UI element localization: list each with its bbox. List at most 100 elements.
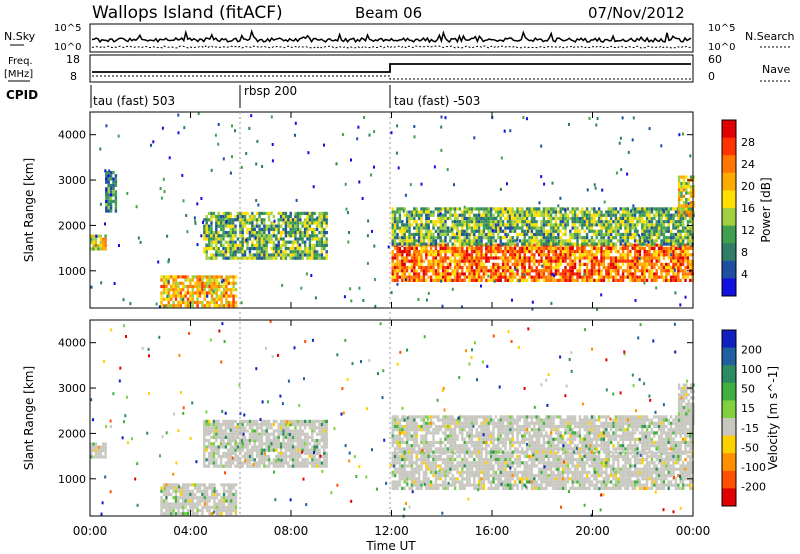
velBar-swatch — [722, 400, 736, 419]
x-tick-label: 00:00 — [73, 524, 108, 538]
noise-right-label: N.Search — [745, 30, 795, 43]
powerBar-swatch — [722, 243, 736, 262]
velBar-swatch — [722, 347, 736, 366]
power-region-5 — [391, 207, 694, 246]
power-ytick-label: 2000 — [58, 219, 86, 232]
power-y-ticks: 4000 3000 2000 1000 — [58, 129, 693, 278]
powerBar-swatch — [722, 137, 736, 156]
vel-ytick-label: 4000 — [58, 337, 86, 350]
noise-right-tick-bottom: 10^0 — [708, 42, 735, 53]
powerBar-label: 28 — [741, 136, 755, 149]
cpid-label: CPID — [6, 88, 38, 102]
vel-region-3 — [391, 451, 694, 490]
freq-tick-bottom: 8 — [70, 70, 77, 83]
vel-region-4 — [391, 415, 694, 454]
power-ylabel: Slant Range [km] — [22, 158, 36, 262]
vel-scatter — [90, 320, 689, 518]
power-region-1 — [105, 171, 118, 213]
powerBar-swatch — [722, 278, 736, 297]
nave-tick-bottom: 0 — [708, 70, 715, 83]
velBar-swatch — [722, 330, 736, 349]
power-scatter — [90, 112, 695, 311]
noise-right-tick-top: 10^5 — [708, 23, 735, 34]
velBar-label: 100 — [741, 363, 762, 376]
velBar-label: 50 — [741, 383, 755, 396]
velocity-ylabel: Slant Range [km] — [22, 366, 36, 470]
power-region-2 — [160, 275, 238, 308]
x-tick-label: 16:00 — [475, 524, 510, 538]
noise-left-label: N.Sky — [4, 30, 36, 43]
powerBar-swatch — [722, 155, 736, 174]
power-region-3 — [203, 211, 328, 260]
noise-left-tick-bottom: 10^0 — [54, 42, 81, 53]
velBar-swatch — [722, 453, 736, 472]
velocity-y-ticks: 4000 3000 2000 1000 — [58, 337, 693, 486]
powerBar-label: 20 — [741, 180, 755, 193]
velBar-swatch — [722, 488, 736, 507]
x-axis-title: Time UT — [365, 539, 416, 553]
velBar-label: -15 — [741, 422, 759, 435]
power-ytick-label: 1000 — [58, 265, 86, 278]
power-region-0 — [90, 234, 107, 251]
cpid-segment-2: rbsp 200 — [244, 84, 297, 98]
nave-tick-top: 60 — [708, 53, 722, 66]
velBar-swatch — [722, 435, 736, 454]
noise-sky-trace — [91, 29, 692, 44]
freq-label-line2: [MHz] — [4, 69, 33, 80]
nave-trace — [92, 75, 691, 80]
power-region-6 — [677, 175, 695, 218]
x-tick-label: 04:00 — [173, 524, 208, 538]
vel-region-1 — [160, 483, 238, 516]
power-ytick-label: 3000 — [58, 174, 86, 187]
velBar-swatch — [722, 418, 736, 437]
velBar-swatch — [722, 365, 736, 384]
powerBar-swatch — [722, 120, 736, 139]
powerBar-swatch — [722, 172, 736, 191]
velBar-label: -50 — [741, 441, 759, 454]
vel-ytick-label: 2000 — [58, 427, 86, 440]
velBar-label: 200 — [741, 344, 762, 357]
velBar-label: -100 — [741, 461, 766, 474]
station-title: Wallops Island (fitACF) — [92, 3, 283, 23]
date-title: 07/Nov/2012 — [588, 4, 685, 22]
powerBar-label: 8 — [741, 246, 748, 259]
freq-tick-top: 18 — [66, 53, 80, 66]
x-tick-label: 12:00 — [374, 524, 409, 538]
freq-panel-frame — [89, 54, 694, 83]
vel-region-5 — [677, 383, 695, 426]
freq-trace — [92, 63, 691, 73]
vel-region-2 — [203, 419, 328, 468]
powerBar-swatch — [722, 260, 736, 279]
noise-search-trace — [91, 45, 692, 49]
vel-ytick-label: 1000 — [58, 473, 86, 486]
powerBar-label: 16 — [741, 202, 755, 215]
powerBar-label: 24 — [741, 158, 755, 171]
power-region-4 — [391, 243, 694, 282]
vel-region-0 — [90, 442, 107, 459]
powerBar-swatch — [722, 208, 736, 227]
power-heatmap — [90, 112, 695, 311]
velBar-label: 15 — [741, 402, 755, 415]
velBar-swatch — [722, 382, 736, 401]
power-ytick-label: 4000 — [58, 129, 86, 142]
noise-panel-frame — [89, 23, 694, 53]
x-tick-label: 20:00 — [575, 524, 610, 538]
powerBar-swatch — [722, 190, 736, 209]
powerBar-swatch — [722, 225, 736, 244]
power-colorbar-title: Power [dB] — [759, 177, 773, 242]
powerBar-label: 12 — [741, 224, 755, 237]
velBar-label: -200 — [741, 480, 766, 493]
cpid-segment-3: tau (fast) -503 — [394, 94, 480, 108]
velocity-colorbar: 200 100 50 15 -15 -50 -100 -200 — [721, 329, 766, 507]
powerBar-label: 4 — [741, 268, 748, 281]
vel-ytick-label: 3000 — [58, 382, 86, 395]
x-axis-ticks: 00:00 04:00 08:00 12:00 16:00 20:00 00:00 — [73, 112, 711, 538]
nave-label: Nave — [762, 63, 790, 76]
velocity-colorbar-title: Velocity [m s^-1] — [766, 366, 780, 470]
power-colorbar: 28 24 20 16 12 8 4 — [721, 119, 755, 297]
noise-left-tick-top: 10^5 — [54, 23, 81, 34]
velocity-heatmap — [90, 320, 695, 518]
x-tick-label: 00:00 — [676, 524, 711, 538]
velBar-swatch — [722, 470, 736, 489]
